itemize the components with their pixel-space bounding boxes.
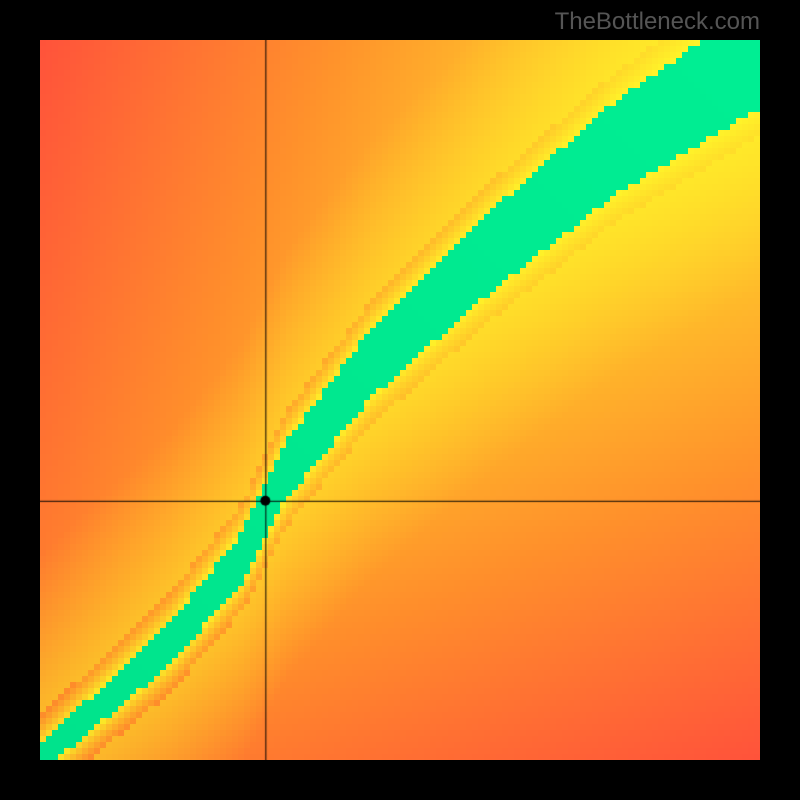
chart-container: TheBottleneck.com xyxy=(0,0,800,800)
bottleneck-heatmap xyxy=(40,40,760,760)
watermark-text: TheBottleneck.com xyxy=(555,8,760,36)
